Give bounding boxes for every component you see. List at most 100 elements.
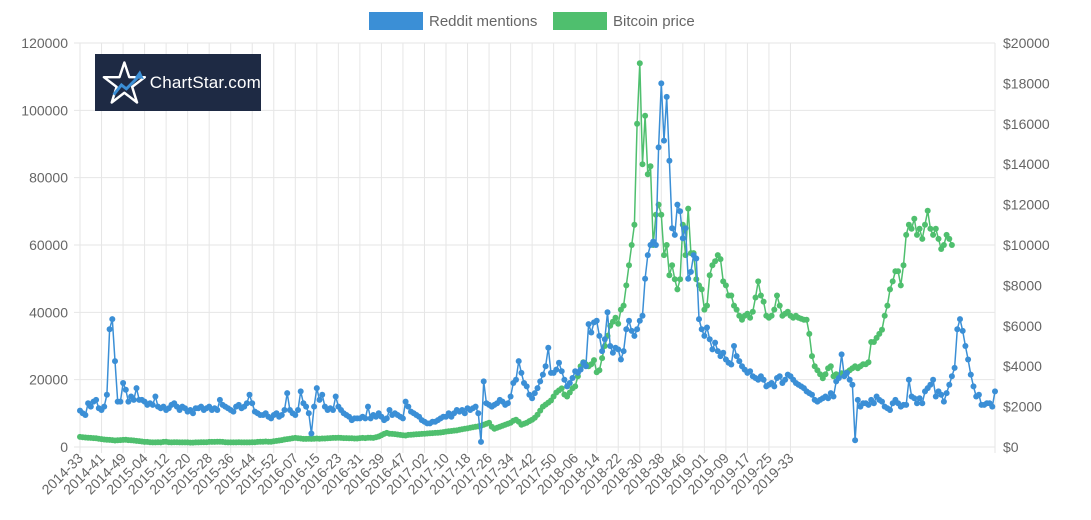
data-point[interactable] [472,403,479,410]
data-point[interactable] [386,407,393,413]
data-point[interactable] [747,314,754,321]
data-point[interactable] [924,207,931,214]
data-point[interactable] [932,225,939,232]
data-point[interactable] [916,225,923,232]
data-point[interactable] [523,383,530,390]
data-point[interactable] [480,378,487,385]
data-point[interactable] [728,361,735,368]
data-point[interactable] [879,326,885,333]
data-point[interactable] [112,358,118,365]
data-point[interactable] [577,366,584,373]
data-point[interactable] [774,292,780,299]
data-point[interactable] [803,316,810,323]
data-point[interactable] [970,383,977,390]
data-point[interactable] [706,272,713,279]
data-point[interactable] [852,437,859,444]
data-point[interactable] [190,410,196,417]
data-point[interactable] [709,346,716,353]
data-point[interactable] [634,326,641,333]
data-point[interactable] [957,316,963,323]
data-point[interactable] [903,401,910,408]
data-point[interactable] [133,385,140,392]
data-point[interactable] [658,80,665,87]
data-point[interactable] [849,381,856,388]
data-point[interactable] [959,327,966,334]
data-point[interactable] [911,215,918,222]
data-point[interactable] [975,391,982,398]
data-point[interactable] [149,401,156,408]
legend-swatch-bitcoin[interactable] [553,12,607,30]
data-point[interactable] [854,396,861,403]
data-point[interactable] [731,343,737,349]
data-point[interactable] [844,369,850,376]
data-point[interactable] [685,275,692,282]
data-point[interactable] [639,161,646,168]
data-point[interactable] [655,144,662,151]
data-point[interactable] [919,400,926,407]
data-point[interactable] [989,403,996,410]
data-point[interactable] [545,344,552,351]
data-point[interactable] [513,376,519,383]
data-point[interactable] [696,316,702,323]
data-point[interactable] [911,395,918,402]
data-point[interactable] [903,231,910,238]
data-point[interactable] [507,393,514,400]
data-point[interactable] [927,381,934,388]
data-point[interactable] [117,398,124,405]
data-point[interactable] [628,242,635,248]
data-point[interactable] [747,368,754,375]
data-point[interactable] [332,393,339,400]
data-point[interactable] [720,349,727,356]
data-point[interactable] [636,60,643,67]
data-point[interactable] [666,157,673,164]
data-point[interactable] [932,393,939,400]
data-point[interactable] [671,276,678,283]
data-point[interactable] [916,395,923,402]
data-point[interactable] [319,391,326,398]
data-point[interactable] [585,321,592,328]
data-point[interactable] [504,400,511,407]
data-point[interactable] [698,326,705,333]
data-point[interactable] [383,415,390,422]
data-point[interactable] [809,353,815,360]
data-point[interactable] [634,120,641,127]
data-point[interactable] [693,276,700,283]
data-point[interactable] [461,410,468,417]
data-point[interactable] [243,400,250,407]
data-point[interactable] [736,358,743,365]
data-point[interactable] [609,349,616,356]
data-point[interactable] [908,225,915,232]
data-point[interactable] [749,308,756,315]
data-point[interactable] [607,343,614,349]
data-point[interactable] [733,306,740,313]
data-point[interactable] [704,324,710,331]
data-point[interactable] [757,292,764,299]
data-point[interactable] [531,390,538,397]
data-point[interactable] [897,282,904,289]
data-point[interactable] [281,407,288,413]
data-point[interactable] [679,235,686,242]
data-point[interactable] [760,298,767,305]
data-point[interactable] [612,314,619,321]
data-point[interactable] [946,235,953,242]
data-point[interactable] [478,438,484,445]
data-point[interactable] [687,268,694,275]
data-point[interactable] [101,403,108,410]
data-point[interactable] [693,255,700,262]
data-point[interactable] [642,112,649,119]
data-point[interactable] [674,201,681,208]
data-point[interactable] [120,380,127,386]
data-point[interactable] [214,407,221,413]
data-point[interactable] [771,383,778,390]
data-point[interactable] [922,221,928,228]
data-point[interactable] [905,376,912,383]
data-point[interactable] [992,388,998,395]
data-point[interactable] [776,302,783,309]
data-point[interactable] [647,163,654,170]
data-point[interactable] [887,286,893,293]
data-point[interactable] [399,415,406,422]
data-point[interactable] [940,398,947,405]
data-point[interactable] [249,400,256,407]
data-point[interactable] [782,376,789,383]
data-point[interactable] [601,336,608,343]
